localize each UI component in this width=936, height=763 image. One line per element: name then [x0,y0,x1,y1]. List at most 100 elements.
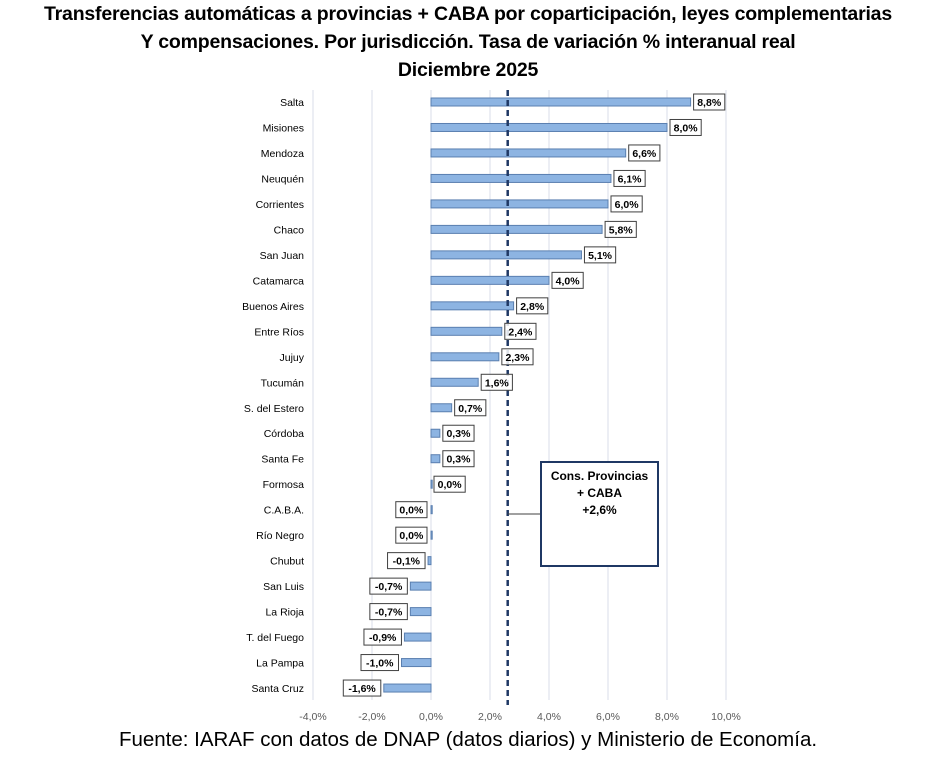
data-label-text: 2,3% [505,352,530,364]
data-label-box [501,348,534,366]
data-label-text: 2,4% [508,326,533,338]
data-label-text: 0,0% [399,530,424,542]
x-tick-label: -2,0% [358,711,385,723]
category-label: Buenos Aires [242,301,304,313]
data-label-text: -0,1% [393,556,421,568]
data-label-box [516,297,549,315]
category-label: S. del Estero [244,403,304,415]
source-footer: Fuente: IARAF con datos de DNAP (datos d… [118,728,818,751]
category-label: Chaco [274,224,305,236]
data-label: -0,7% [369,577,408,595]
x-tick-label: 2,0% [478,711,502,723]
data-label-box [693,93,726,111]
annotation-text: + CABA [577,486,622,500]
data-labels: 8,8% 8,0% 6,6% 6,1% 6,0% 5,8% 5,1% 4,0% 2,8% 2,4%… [342,93,726,697]
data-label-text: -1,0% [366,658,394,670]
category-label: Formosa [263,479,305,491]
bar [430,505,433,515]
data-label-box [369,603,408,621]
x-tick-label: 6,0% [596,711,620,723]
bar [430,403,453,413]
category-label: T. del Fuego [246,632,304,644]
data-label-text: 0,3% [446,454,471,466]
bar [430,250,582,260]
x-tick-label: 4,0% [537,711,561,723]
annotation-box: Cons. Provincias + CABA +2,6% [507,461,659,567]
bar [430,122,668,132]
data-label-box [342,679,382,697]
category-label: Córdoba [264,428,304,440]
data-label-text: 2,8% [520,301,545,313]
bar [430,530,433,540]
bar [430,173,612,183]
data-label: 1,6% [480,373,513,391]
chart-title-line2: Y compensaciones. Por jurisdicción. Tasa… [140,31,796,53]
category-label: Mendoza [261,148,304,160]
annotation-text: Cons. Provincias [551,469,649,483]
category-label: La Rioja [265,607,304,619]
data-label-box [395,501,428,519]
data-label-text: 8,8% [697,97,722,109]
category-label: Santa Cruz [251,683,304,695]
data-label-text: -0,9% [369,632,397,644]
category-label: Santa Fe [261,454,304,466]
data-label-text: -0,7% [375,581,403,593]
category-label: Misiones [263,122,304,134]
bar [430,352,500,362]
category-label: Jujuy [279,352,304,364]
chart-subtitle: Diciembre 2025 [397,59,539,81]
x-tick-label: 10,0% [711,711,741,723]
data-label: 5,8% [604,220,637,238]
bar [409,607,432,617]
data-label-box [583,246,617,264]
data-label-text: 0,7% [458,403,483,415]
data-label-box [395,526,428,544]
data-label: 5,1% [583,246,617,264]
data-label-box [442,424,475,442]
data-label-box [610,195,643,213]
data-label-text: 6,6% [632,148,657,160]
data-label-box [669,118,702,136]
category-label: Salta [280,97,304,109]
category-label: La Pampa [256,658,304,670]
data-label: 8,0% [669,118,702,136]
bar [430,454,441,464]
data-label-text: 5,1% [588,250,613,262]
data-label-box [480,373,513,391]
bar [430,97,692,107]
category-label: San Juan [260,250,305,262]
data-label: 8,8% [693,93,726,111]
bar [430,301,515,311]
category-label: Neuquén [261,173,304,185]
category-label: C.A.B.A. [264,505,304,517]
data-label: 4,0% [551,271,584,289]
bar [430,148,627,158]
bar [430,479,433,489]
data-label-text: 1,6% [485,377,510,389]
bar [427,556,432,566]
data-label: -1,6% [342,679,382,697]
data-label-box [551,271,584,289]
data-label: -0,7% [369,603,408,621]
x-tick-label: 8,0% [655,711,679,723]
data-label-box [628,144,661,162]
data-label: -0,1% [387,552,426,570]
data-label-text: 6,1% [618,173,643,185]
bar [430,275,550,285]
bar [430,326,503,336]
bar [430,377,479,387]
data-label-box [360,654,399,672]
category-labels: Salta Misiones Mendoza Neuquén Corrientes Cha… [242,97,305,695]
data-label-text: 0,3% [446,428,471,440]
data-label: 6,6% [628,144,661,162]
data-label-text: 0,0% [438,479,463,491]
annotation-frame [540,461,659,567]
data-label-box [442,450,475,468]
data-label-box [454,399,487,417]
data-label: 6,0% [610,195,643,213]
data-label-box [387,552,426,570]
data-label: 0,0% [395,501,428,519]
data-label: 2,4% [504,322,537,340]
data-label-box [433,475,466,493]
